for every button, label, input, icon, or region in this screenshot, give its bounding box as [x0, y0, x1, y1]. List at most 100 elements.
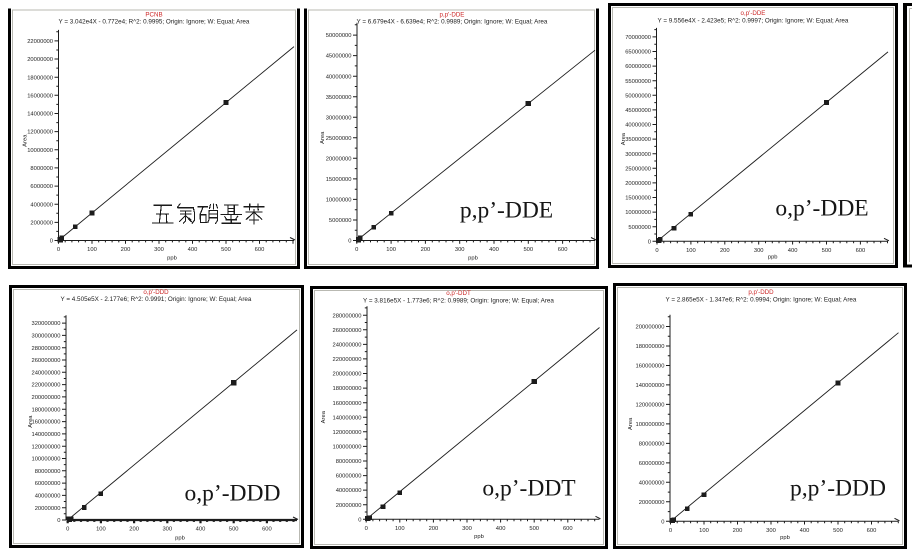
svg-text:ppb: ppb: [167, 256, 177, 262]
svg-text:140000000: 140000000: [332, 415, 361, 421]
svg-text:100000000: 100000000: [31, 457, 60, 463]
svg-text:500: 500: [833, 528, 843, 534]
svg-text:Y = 3.042e4X - 0.772e4; R^2: 0: Y = 3.042e4X - 0.772e4; R^2: 0.9995; Ori…: [59, 18, 250, 25]
svg-text:20000000: 20000000: [639, 500, 665, 506]
svg-text:300: 300: [162, 527, 172, 533]
svg-text:160000000: 160000000: [635, 364, 664, 370]
svg-text:35000000: 35000000: [326, 95, 352, 101]
svg-text:200: 200: [429, 526, 439, 532]
svg-text:300000000: 300000000: [31, 334, 60, 340]
svg-text:ppb: ppb: [175, 536, 185, 542]
svg-text:400: 400: [196, 527, 206, 533]
svg-text:55000000: 55000000: [625, 79, 651, 85]
svg-text:0: 0: [661, 519, 664, 525]
svg-text:65000000: 65000000: [625, 50, 651, 56]
svg-text:30000000: 30000000: [625, 152, 651, 158]
svg-text:120000000: 120000000: [332, 430, 361, 436]
svg-text:35000000: 35000000: [625, 137, 651, 143]
svg-text:220000000: 220000000: [31, 383, 60, 389]
svg-text:20000000: 20000000: [326, 156, 352, 162]
svg-text:Area: Area: [321, 410, 327, 423]
svg-text:10000000: 10000000: [326, 198, 352, 204]
svg-text:140000000: 140000000: [635, 383, 664, 389]
svg-text:320000000: 320000000: [31, 321, 60, 327]
svg-text:0: 0: [348, 239, 351, 245]
svg-text:280000000: 280000000: [31, 346, 60, 352]
svg-text:0: 0: [655, 248, 658, 254]
svg-text:200000000: 200000000: [31, 395, 60, 401]
svg-text:8000000: 8000000: [30, 166, 53, 172]
svg-text:12000000: 12000000: [27, 130, 53, 136]
svg-text:100000000: 100000000: [635, 422, 664, 428]
svg-text:600: 600: [856, 248, 866, 254]
svg-text:45000000: 45000000: [625, 108, 651, 114]
svg-text:40000000: 40000000: [326, 74, 352, 80]
svg-text:22000000: 22000000: [27, 39, 53, 45]
svg-text:600: 600: [867, 528, 877, 534]
svg-text:0: 0: [648, 239, 651, 245]
svg-text:30000000: 30000000: [326, 115, 352, 121]
svg-text:240000000: 240000000: [31, 370, 60, 376]
svg-text:o,p’-DDE: o,p’-DDE: [775, 196, 868, 222]
svg-text:100: 100: [96, 527, 106, 533]
svg-text:280000000: 280000000: [332, 313, 361, 319]
svg-text:400: 400: [788, 248, 798, 254]
svg-text:300: 300: [462, 526, 472, 532]
svg-text:6000000: 6000000: [30, 184, 53, 190]
svg-text:0: 0: [50, 239, 53, 245]
svg-text:60000000: 60000000: [639, 461, 665, 467]
svg-text:300: 300: [754, 248, 764, 254]
svg-text:70000000: 70000000: [625, 35, 651, 41]
svg-text:400: 400: [496, 526, 506, 532]
svg-text:Y = 3.816e5X - 1.773e6; R^2: 0: Y = 3.816e5X - 1.773e6; R^2: 0.9989; Ori…: [363, 298, 554, 305]
svg-text:500: 500: [221, 247, 231, 253]
svg-text:16000000: 16000000: [27, 93, 53, 99]
svg-text:o,p'-DDT: o,p'-DDT: [446, 290, 471, 297]
svg-text:Area: Area: [621, 132, 627, 145]
svg-text:200: 200: [720, 248, 730, 254]
svg-text:0: 0: [358, 517, 361, 523]
svg-text:0: 0: [57, 518, 60, 524]
svg-text:Y = 4.505e5X - 2.177e6; R^2: 0: Y = 4.505e5X - 2.177e6; R^2: 0.9991; Ori…: [61, 296, 252, 303]
svg-text:Area: Area: [23, 134, 29, 147]
svg-text:14000000: 14000000: [27, 112, 53, 118]
svg-text:60000000: 60000000: [35, 481, 61, 487]
svg-text:ppb: ppb: [768, 255, 778, 261]
svg-text:500: 500: [523, 247, 533, 253]
svg-text:300: 300: [455, 247, 465, 253]
svg-text:0: 0: [57, 247, 60, 253]
svg-text:ppb: ppb: [780, 535, 790, 541]
svg-text:600: 600: [558, 247, 568, 253]
svg-text:200000000: 200000000: [635, 325, 664, 331]
svg-text:100: 100: [395, 526, 405, 532]
svg-text:Y = 9.556e4X - 2.423e5; R^2: 0: Y = 9.556e4X - 2.423e5; R^2: 0.9997; Ori…: [658, 18, 849, 25]
svg-text:50000000: 50000000: [326, 33, 352, 39]
svg-text:100: 100: [699, 528, 709, 534]
svg-text:260000000: 260000000: [31, 358, 60, 364]
svg-text:400: 400: [800, 528, 810, 534]
svg-text:Y = 2.865e5X - 1.347e6; R^2: 0: Y = 2.865e5X - 1.347e6; R^2: 0.9994; Ori…: [666, 297, 857, 304]
svg-text:PCNB: PCNB: [145, 12, 162, 19]
svg-text:200: 200: [121, 247, 131, 253]
svg-text:20000000: 20000000: [625, 181, 651, 187]
svg-text:300: 300: [766, 528, 776, 534]
svg-text:25000000: 25000000: [326, 136, 352, 142]
svg-text:p,p’-DDD: p,p’-DDD: [790, 476, 886, 502]
svg-text:0: 0: [669, 528, 672, 534]
svg-text:Y = 6.679e4X - 6.639e4; R^2: 0: Y = 6.679e4X - 6.639e4; R^2: 0.9989; Ori…: [357, 18, 548, 25]
svg-text:180000000: 180000000: [31, 407, 60, 413]
svg-text:200: 200: [421, 247, 431, 253]
svg-text:180000000: 180000000: [332, 386, 361, 392]
svg-text:o,p’-DDD: o,p’-DDD: [185, 481, 281, 507]
svg-text:120000000: 120000000: [635, 403, 664, 409]
svg-text:45000000: 45000000: [326, 54, 352, 60]
svg-text:100000000: 100000000: [332, 445, 361, 451]
svg-text:20000000: 20000000: [27, 57, 53, 63]
svg-text:40000000: 40000000: [35, 494, 61, 500]
svg-text:10000000: 10000000: [27, 148, 53, 154]
svg-text:500: 500: [822, 248, 832, 254]
svg-text:40000000: 40000000: [625, 123, 651, 129]
svg-text:5000000: 5000000: [628, 225, 651, 231]
svg-text:2000000: 2000000: [30, 221, 53, 227]
svg-text:Area: Area: [28, 415, 34, 428]
